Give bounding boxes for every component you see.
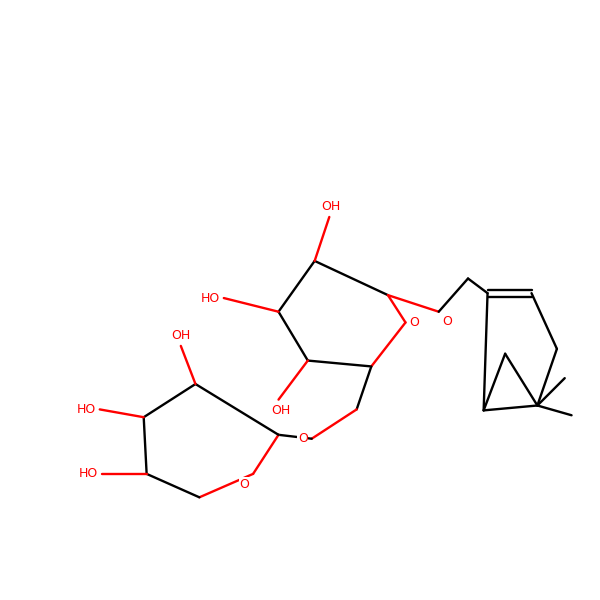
Text: OH: OH (171, 329, 190, 342)
Text: HO: HO (77, 403, 96, 416)
Text: HO: HO (200, 292, 220, 305)
Text: O: O (298, 432, 308, 445)
Text: O: O (443, 314, 452, 328)
Text: O: O (409, 316, 419, 329)
Text: HO: HO (79, 467, 98, 481)
Text: OH: OH (322, 200, 341, 213)
Text: O: O (239, 478, 249, 491)
Text: OH: OH (271, 404, 290, 416)
